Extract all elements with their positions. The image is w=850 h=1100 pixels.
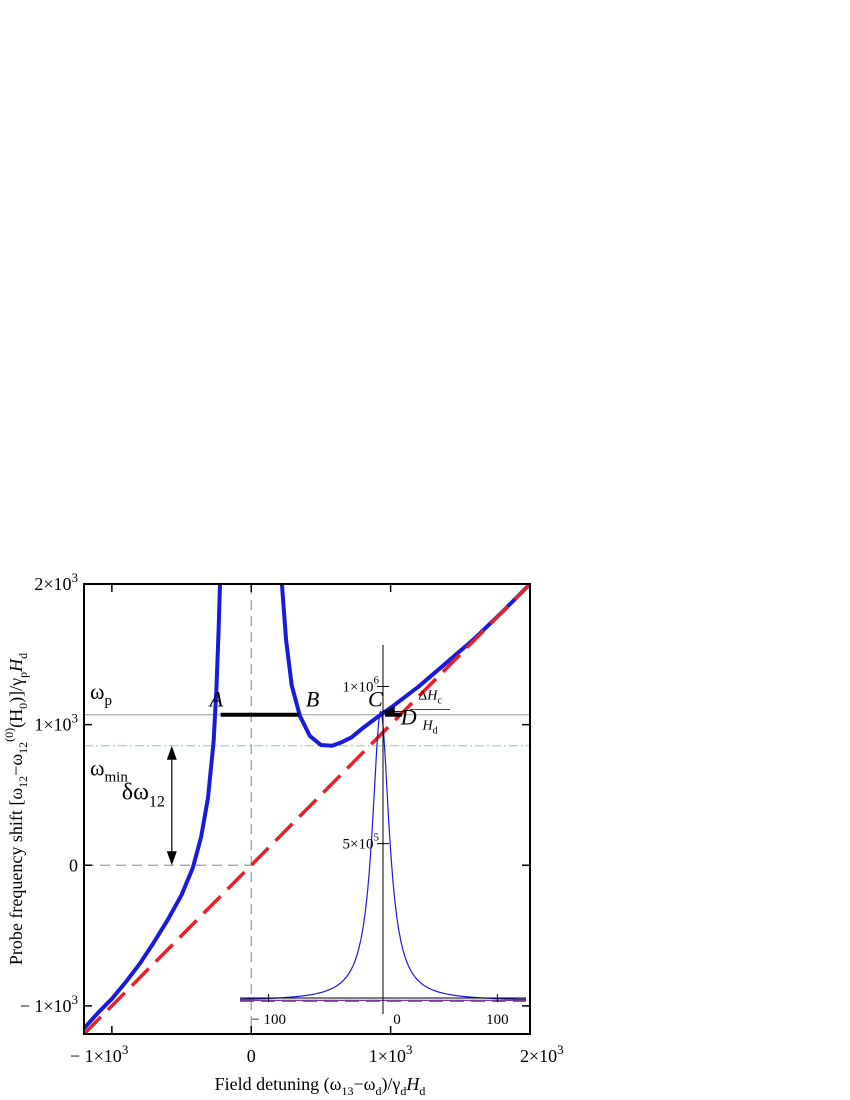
inset-x-tick-label: − 100 bbox=[251, 1012, 286, 1028]
x-tick-label: 2×103 bbox=[520, 1042, 564, 1066]
diagonal-dashed-series bbox=[82, 582, 532, 1036]
main-ticks: − 1×103 0 1×103 2×103 − 1×103 0 1×103 2×103 bbox=[20, 570, 564, 1066]
y-tick-label: − 1×103 bbox=[20, 992, 78, 1016]
inset-annotation: ΔHc Hd bbox=[382, 689, 450, 737]
delta-omega-label: δω12 bbox=[122, 779, 165, 810]
inset-y-tick-label: 1×106 bbox=[343, 674, 380, 695]
y-tick-label: 2×103 bbox=[34, 570, 78, 594]
main-point-labels: A B CD bbox=[208, 686, 417, 729]
main-series-group bbox=[82, 582, 532, 1036]
main-plot: ωp ωmin − 1×103 0 1×103 2×103 − 1×103 0 1×103 2×… bbox=[2, 570, 564, 1098]
x-tick-label: 0 bbox=[247, 1046, 256, 1066]
arrow-head-down bbox=[166, 851, 177, 866]
x-axis-label: Field detuning (ω13−ωd)/γdHd bbox=[215, 1074, 426, 1098]
x-tick-label: 1×103 bbox=[369, 1042, 413, 1066]
y-tick-label: 0 bbox=[69, 855, 78, 875]
arrow-head-up bbox=[166, 745, 177, 760]
main-reference-lines: ωp ωmin bbox=[84, 584, 530, 1034]
point-label-c: C bbox=[368, 686, 383, 711]
y-axis-label: Probe frequency shift [ω12−ω12(0)(H0)]/γ… bbox=[2, 653, 30, 965]
inset-y-tick-label: 5×105 bbox=[343, 832, 380, 853]
annotation-denominator: Hd bbox=[421, 719, 437, 737]
y-tick-label: 1×103 bbox=[34, 711, 78, 735]
inset-x-tick-label: 0 bbox=[393, 1012, 401, 1028]
main-plot-frame bbox=[83, 583, 531, 1035]
point-label-d: D bbox=[400, 705, 417, 730]
x-tick-label: − 1×103 bbox=[70, 1042, 128, 1066]
main-curve-branch-2 bbox=[279, 582, 532, 748]
omega-min-label: ωmin bbox=[90, 756, 128, 786]
annotation-numerator: ΔHc bbox=[418, 689, 442, 707]
main-curve-branch-1 bbox=[82, 583, 222, 1030]
point-label-a: A bbox=[208, 686, 224, 711]
inset-x-tick-label: 100 bbox=[486, 1012, 509, 1028]
inset-plot: − 100 0 100 5×105 1×106 ΔHc Hd bbox=[240, 645, 526, 1028]
omega-p-label: ωp bbox=[90, 679, 112, 709]
delta-omega-arrow: δω12 bbox=[122, 745, 177, 866]
inset-axes: − 100 0 100 5×105 1×106 bbox=[240, 645, 526, 1028]
point-label-b: B bbox=[306, 686, 319, 711]
annotation-arrow-head bbox=[382, 706, 395, 717]
